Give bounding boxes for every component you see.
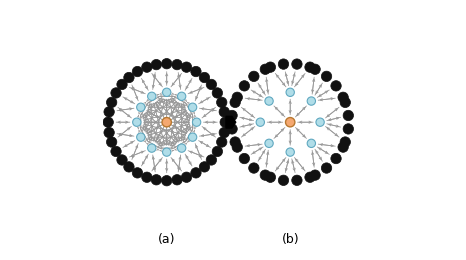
Circle shape [124, 72, 134, 83]
Circle shape [199, 72, 210, 83]
Circle shape [230, 97, 240, 108]
Circle shape [322, 71, 332, 82]
Circle shape [307, 97, 315, 105]
Circle shape [232, 92, 242, 102]
Circle shape [124, 162, 134, 172]
Circle shape [331, 153, 341, 164]
Circle shape [212, 88, 223, 98]
Circle shape [322, 163, 332, 173]
Circle shape [151, 60, 162, 70]
Circle shape [132, 168, 143, 178]
Circle shape [132, 66, 143, 77]
Circle shape [162, 118, 171, 127]
Circle shape [305, 62, 315, 72]
Circle shape [343, 110, 354, 121]
Circle shape [162, 58, 172, 69]
Circle shape [172, 174, 182, 185]
Circle shape [331, 81, 341, 91]
Circle shape [181, 62, 192, 72]
Circle shape [178, 144, 186, 152]
Circle shape [137, 133, 145, 141]
Circle shape [310, 170, 320, 180]
Circle shape [163, 88, 171, 96]
Circle shape [137, 103, 145, 112]
Text: (a): (a) [158, 233, 176, 246]
Circle shape [338, 142, 348, 152]
Circle shape [188, 103, 197, 112]
Circle shape [148, 92, 156, 100]
Circle shape [260, 64, 270, 74]
Circle shape [192, 118, 201, 126]
Circle shape [340, 97, 350, 108]
Circle shape [206, 79, 217, 90]
Circle shape [340, 137, 350, 147]
Circle shape [286, 118, 295, 127]
Circle shape [133, 118, 141, 126]
Circle shape [172, 60, 182, 70]
Circle shape [103, 117, 113, 127]
Circle shape [217, 97, 227, 108]
Circle shape [227, 124, 237, 134]
Circle shape [151, 174, 162, 185]
Circle shape [188, 133, 197, 141]
Circle shape [310, 64, 320, 74]
Circle shape [178, 92, 186, 100]
Circle shape [239, 81, 250, 91]
Circle shape [278, 59, 288, 69]
Circle shape [227, 110, 237, 121]
Circle shape [163, 148, 171, 156]
Circle shape [217, 137, 227, 147]
Circle shape [219, 107, 229, 117]
Circle shape [338, 92, 348, 102]
Circle shape [278, 175, 288, 186]
Circle shape [230, 137, 240, 147]
Circle shape [106, 97, 117, 108]
Text: (b): (b) [281, 233, 299, 246]
Circle shape [206, 155, 217, 165]
Circle shape [305, 172, 315, 183]
Circle shape [232, 142, 242, 152]
Circle shape [117, 155, 127, 165]
Circle shape [191, 66, 201, 77]
Circle shape [343, 124, 354, 134]
Circle shape [199, 162, 210, 172]
Circle shape [249, 163, 259, 173]
Circle shape [212, 146, 223, 157]
Circle shape [307, 139, 315, 147]
Circle shape [162, 176, 172, 186]
Circle shape [220, 117, 230, 127]
Circle shape [117, 79, 127, 90]
Circle shape [265, 172, 275, 183]
Circle shape [265, 139, 273, 147]
Circle shape [286, 88, 295, 96]
Circle shape [256, 118, 265, 126]
Circle shape [292, 59, 302, 69]
Circle shape [286, 148, 295, 156]
Circle shape [104, 127, 114, 138]
Circle shape [260, 170, 270, 180]
Circle shape [292, 175, 302, 186]
Circle shape [142, 62, 152, 72]
Circle shape [104, 107, 114, 117]
Circle shape [316, 118, 324, 126]
Circle shape [239, 153, 250, 164]
Circle shape [191, 168, 201, 178]
Circle shape [181, 172, 192, 183]
Polygon shape [226, 116, 236, 128]
Circle shape [219, 127, 229, 138]
Circle shape [265, 62, 275, 72]
Circle shape [148, 144, 156, 152]
Circle shape [106, 137, 117, 147]
Circle shape [249, 71, 259, 82]
Circle shape [142, 172, 152, 183]
Circle shape [111, 88, 121, 98]
Circle shape [265, 97, 273, 105]
Circle shape [111, 146, 121, 157]
